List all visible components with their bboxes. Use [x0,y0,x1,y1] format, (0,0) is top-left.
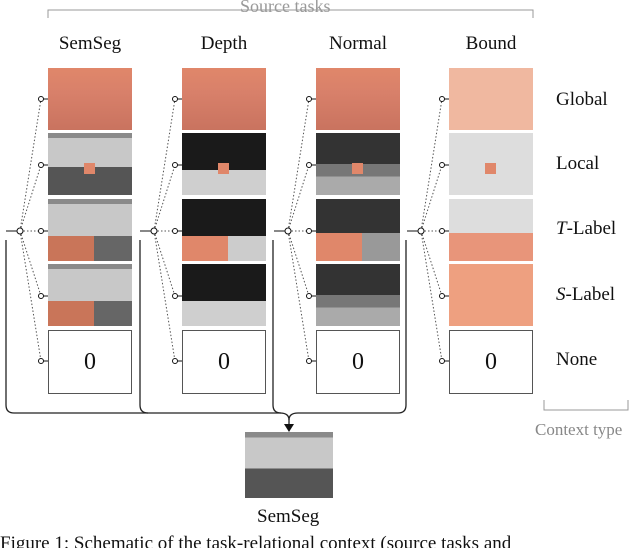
semseg-local-image [48,133,132,195]
connector-node [172,228,178,234]
bound-t-label-image [449,199,533,261]
normal-s-label-image [316,264,400,326]
dotted-connector [153,164,176,232]
connector-node [306,358,312,364]
normal-local-image [316,133,400,195]
task-header-bound: Bound [465,33,517,54]
dotted-connector [287,164,310,232]
semseg-none-box: 0 [48,330,132,394]
connector-node [306,293,312,299]
dotted-connector [287,98,310,232]
connector-node [38,162,44,168]
connector-node [306,228,312,234]
connector-node [172,293,178,299]
connector-node [306,162,312,168]
context-s-label: S-Label [556,284,615,306]
connector-node [306,96,312,102]
dotted-connector [420,230,443,362]
semseg-global-image [48,68,132,130]
bound-global-image [449,68,533,130]
task-header-normal: Normal [328,33,388,54]
connector-node [439,293,445,299]
depth-t-label-image [182,199,266,261]
figure-caption: Figure 1: Schematic of the task-relation… [0,533,512,548]
normal-t-label-image [316,199,400,261]
dotted-connector [420,98,443,232]
connector-node [38,358,44,364]
depth-s-label-image [182,264,266,326]
dotted-connector [19,164,42,232]
dotted-connector [420,164,443,232]
source-tasks-label: Source tasks [240,0,331,16]
junction-node [16,227,24,235]
s-label-suffix: -Label [565,284,616,305]
bound-none-box: 0 [449,330,533,394]
context-none: None [556,349,598,370]
context-global: Global [556,89,608,110]
junction-node [417,227,425,235]
connector-node [38,228,44,234]
dotted-connector [19,230,42,297]
dotted-connector [420,230,443,297]
connector-node [172,358,178,364]
depth-local-image [182,133,266,195]
connector-node [38,96,44,102]
context-t-label: T-Label [556,218,616,240]
dotted-connector [19,98,42,232]
connector-node [439,162,445,168]
dotted-connector [19,230,42,362]
task-header-depth: Depth [200,33,248,54]
connector-node [172,162,178,168]
context-type-label: Context type [535,420,623,439]
target-task-label: SemSeg [257,506,320,527]
junction-node [150,227,158,235]
connector-node [439,358,445,364]
semseg-t-label-image [48,199,132,261]
dotted-connector [153,230,176,297]
target-semseg-image [245,432,333,498]
connector-node [439,96,445,102]
connector-node [439,228,445,234]
semseg-s-label-image [48,264,132,326]
dotted-connector [287,230,310,297]
t-label-suffix: -Label [566,218,617,239]
bound-local-image [449,133,533,195]
depth-global-image [182,68,266,130]
t-prefix: T [556,218,567,239]
bound-s-label-image [449,264,533,326]
normal-none-box: 0 [316,330,400,394]
s-prefix: S [556,284,566,305]
context-local: Local [556,153,600,174]
junction-node [284,227,292,235]
dotted-connector [287,230,310,362]
connector-node [38,293,44,299]
normal-global-image [316,68,400,130]
task-header-semseg: SemSeg [58,33,122,54]
depth-none-box: 0 [182,330,266,394]
connector-node [172,96,178,102]
dotted-connector [153,230,176,362]
dotted-connector [153,98,176,232]
